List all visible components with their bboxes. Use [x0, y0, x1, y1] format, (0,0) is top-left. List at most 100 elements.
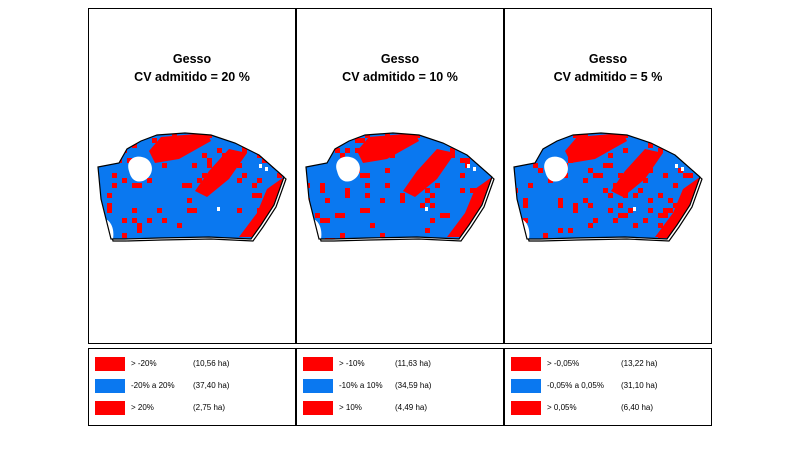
- grid-cell-out-of-cv: [202, 153, 207, 158]
- grid-cell-out-of-cv: [122, 138, 127, 143]
- grid-cell-out-of-cv: [325, 218, 330, 223]
- field-boundary: [513, 132, 701, 240]
- grid-cell-out-of-cv: [693, 208, 698, 213]
- legend-area: (31,10 ha): [621, 381, 658, 390]
- excluded-cell: [473, 167, 476, 171]
- grid-cell-out-of-cv: [678, 168, 683, 173]
- grid-cell-out-of-cv: [435, 133, 440, 138]
- grid-cell-out-of-cv: [237, 163, 242, 168]
- excluded-area: [336, 156, 360, 182]
- grid-cell-out-of-cv: [310, 238, 315, 239]
- grid-cell-out-of-cv: [162, 153, 167, 158]
- grid-cell-out-of-cv: [340, 153, 345, 158]
- grid-cell-out-of-cv: [470, 188, 475, 193]
- grid-cell-out-of-cv: [217, 168, 222, 173]
- grid-cell-out-of-cv: [242, 173, 247, 178]
- grid-cell-out-of-cv: [365, 193, 370, 198]
- grid-cell-out-of-cv: [257, 178, 262, 183]
- grid-cell-out-of-cv: [668, 208, 673, 213]
- grid-cell-out-of-cv: [385, 133, 390, 138]
- map-panel-cv10: Gesso CV admitido = 10 %: [296, 8, 504, 344]
- excluded-area: [544, 156, 568, 182]
- legend-area: (11,63 ha): [395, 359, 431, 368]
- grid-cell-out-of-cv: [257, 193, 262, 198]
- legend-item: > -10% (11,63 ha): [297, 357, 503, 371]
- grid-cell-out-of-cv: [335, 148, 340, 153]
- grid-cell-out-of-cv: [623, 133, 628, 138]
- grid-cell-out-of-cv: [490, 138, 492, 143]
- grid-cell-out-of-cv: [568, 228, 573, 233]
- grid-cell-out-of-cv: [320, 188, 325, 193]
- grid-cell-out-of-cv: [400, 198, 405, 203]
- grid-cell-out-of-cv: [673, 183, 678, 188]
- grid-cell-out-of-cv: [400, 193, 405, 198]
- excluded-area: [128, 156, 152, 182]
- grid-cell-out-of-cv: [593, 173, 598, 178]
- legend-label: > 0,05%: [547, 403, 577, 412]
- grid-cell-out-of-cv: [613, 218, 618, 223]
- grid-cell-out-of-cv: [583, 178, 588, 183]
- grid-cell-out-of-cv: [345, 188, 350, 193]
- grid-cell-out-of-cv: [603, 163, 608, 168]
- legend-swatch: [511, 379, 541, 393]
- grid-cell-out-of-cv: [320, 138, 325, 143]
- excluded-cell: [467, 164, 470, 168]
- excluded-cell: [259, 164, 262, 168]
- grid-cell-out-of-cv: [127, 158, 132, 163]
- grid-cell-out-of-cv: [98, 233, 102, 238]
- excluded-cell: [675, 164, 678, 168]
- grid-cell-out-of-cv: [147, 178, 152, 183]
- legend-item: -10% a 10% (34,59 ha): [297, 379, 503, 393]
- map-title-line1: Gesso: [588, 52, 628, 66]
- grid-cell-out-of-cv: [107, 193, 112, 198]
- grid-cell-out-of-cv: [365, 143, 370, 148]
- grid-cell-out-of-cv: [172, 148, 177, 153]
- grid-cell-out-of-cv: [658, 213, 663, 218]
- grid-cell-out-of-cv: [325, 198, 330, 203]
- grid-cell-out-of-cv: [365, 183, 370, 188]
- grid-cell-out-of-cv: [430, 203, 435, 208]
- grid-cell-out-of-cv: [310, 133, 315, 138]
- grid-cell-out-of-cv: [603, 188, 608, 193]
- legend-swatch: [303, 401, 333, 415]
- grid-cell-out-of-cv: [673, 213, 678, 218]
- grid-cell-out-of-cv: [192, 208, 197, 213]
- grid-cell-out-of-cv: [325, 153, 330, 158]
- grid-cell-out-of-cv: [132, 218, 137, 223]
- grid-cell-out-of-cv: [202, 173, 207, 178]
- legend-area: (34,59 ha): [395, 381, 432, 390]
- grid-cell-out-of-cv: [528, 158, 533, 163]
- grid-cell-out-of-cv: [137, 183, 142, 188]
- grid-cell-out-of-cv: [490, 148, 492, 153]
- grid-cell-out-of-cv: [365, 208, 370, 213]
- grid-cell-out-of-cv: [177, 223, 182, 228]
- grid-cell-out-of-cv: [523, 218, 528, 223]
- grid-cell-out-of-cv: [360, 208, 365, 213]
- grid-cell-out-of-cv: [573, 148, 578, 153]
- legend-item: > 20% (2,75 ha): [89, 401, 295, 415]
- legend-item: > -0,05% (13,22 ha): [505, 357, 711, 371]
- grid-cell-out-of-cv: [490, 163, 492, 168]
- grid-cell-out-of-cv: [277, 238, 282, 239]
- grid-cell-out-of-cv: [543, 233, 548, 238]
- excluded-cell: [633, 207, 636, 211]
- legend-swatch: [95, 401, 125, 415]
- grid-cell-out-of-cv: [415, 133, 420, 138]
- grid-cell-out-of-cv: [688, 173, 693, 178]
- legend-area: (2,75 ha): [193, 403, 226, 412]
- map-title-line2: CV admitido = 5 %: [553, 70, 663, 84]
- grid-cell-out-of-cv: [623, 188, 628, 193]
- legend-swatch: [511, 357, 541, 371]
- grid-cell-out-of-cv: [325, 138, 330, 143]
- grid-cell-out-of-cv: [132, 133, 137, 138]
- grid-cell-out-of-cv: [147, 218, 152, 223]
- grid-cell-out-of-cv: [668, 198, 673, 203]
- grid-cell-out-of-cv: [252, 183, 257, 188]
- grid-cell-out-of-cv: [465, 158, 470, 163]
- grid-cell-out-of-cv: [217, 148, 222, 153]
- grid-cell-out-of-cv: [648, 168, 653, 173]
- grid-cell-out-of-cv: [558, 198, 563, 203]
- legend-item: > 0,05% (6,40 ha): [505, 401, 711, 415]
- grid-cell-out-of-cv: [207, 133, 212, 138]
- grid-cell-out-of-cv: [306, 228, 310, 233]
